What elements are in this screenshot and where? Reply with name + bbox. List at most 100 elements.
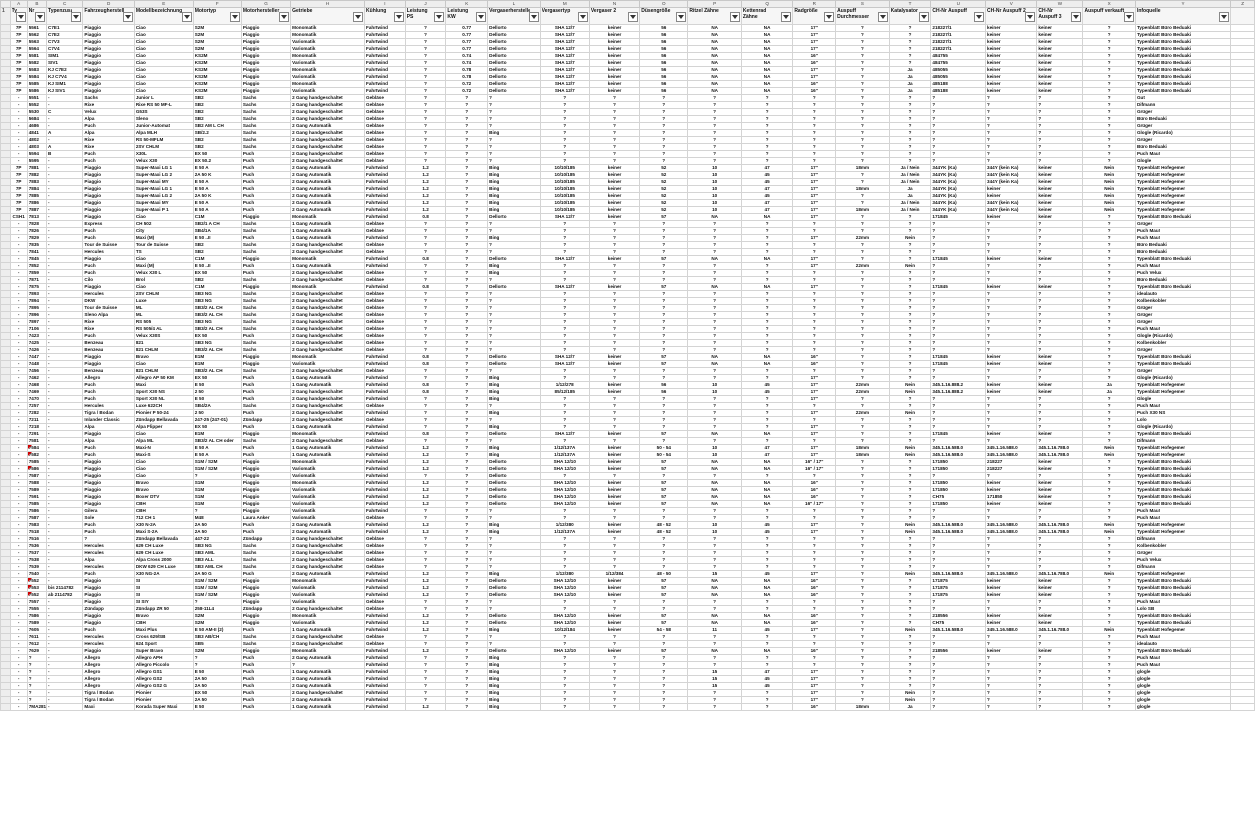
table-cell[interactable]: ? — [404, 297, 447, 305]
table-cell[interactable]: ? — [985, 703, 1038, 711]
table-cell[interactable]: keiner — [588, 465, 641, 473]
table-cell[interactable]: Typenblatt Büro Beduaki — [1134, 45, 1232, 53]
table-cell[interactable]: ? — [487, 150, 541, 158]
table-cell[interactable]: 2 Gang handgeschaltet — [290, 689, 366, 697]
table-cell[interactable]: - — [9, 500, 28, 508]
table-cell[interactable]: Ja — [1082, 388, 1136, 396]
table-cell[interactable]: Bing — [487, 178, 541, 186]
table-cell[interactable]: 17" — [792, 381, 837, 389]
column-letter-a[interactable]: A — [9, 0, 28, 8]
table-cell[interactable]: 1.2 — [404, 486, 447, 494]
table-cell[interactable]: Sachs — [240, 297, 292, 305]
table-cell[interactable]: ? — [588, 416, 641, 424]
table-cell[interactable]: ? — [792, 633, 837, 641]
table-cell[interactable] — [1230, 115, 1255, 123]
table-cell[interactable]: 7MA281 — [26, 703, 48, 711]
table-cell[interactable]: Gilera — [82, 507, 135, 515]
table-cell[interactable]: Bing — [487, 199, 541, 207]
table-cell[interactable]: ? — [740, 101, 794, 109]
table-cell[interactable]: Typenblatt Büro Beduaki — [1134, 360, 1232, 368]
table-cell[interactable]: ? — [445, 353, 489, 361]
table-cell[interactable]: ? — [792, 542, 837, 550]
table-cell[interactable]: SB3 ALL — [192, 556, 242, 564]
table-cell[interactable]: ? — [930, 556, 987, 564]
table-cell[interactable]: - — [9, 507, 28, 515]
table-cell[interactable]: ? — [792, 150, 837, 158]
table-cell[interactable]: - — [9, 682, 28, 690]
table-cell[interactable]: ? — [985, 640, 1038, 648]
table-cell[interactable]: ? — [588, 549, 641, 557]
table-cell[interactable]: Puch — [82, 626, 135, 634]
table-cell[interactable]: Sachs — [240, 633, 292, 641]
table-cell[interactable]: ? — [539, 94, 590, 102]
table-cell[interactable]: 10/10/185 — [539, 199, 590, 207]
table-cell[interactable]: 345.1.16.888.2 — [930, 381, 987, 389]
table-cell[interactable]: Allegro — [82, 661, 135, 669]
table-cell[interactable]: ? — [985, 227, 1038, 235]
table-cell[interactable]: 7555 — [26, 605, 48, 613]
table-cell[interactable]: - — [9, 675, 28, 683]
table-cell[interactable]: Dellorto — [487, 360, 541, 368]
table-cell[interactable]: NA — [740, 283, 794, 291]
table-cell[interactable]: ? — [588, 633, 641, 641]
table-cell[interactable]: SHA 12/10 — [539, 465, 590, 473]
table-cell[interactable]: ? — [740, 262, 794, 270]
table-cell[interactable]: - — [9, 549, 28, 557]
table-cell[interactable]: ? — [588, 514, 641, 522]
table-cell[interactable]: ? — [487, 416, 541, 424]
table-cell[interactable]: SHA 12/10 — [539, 584, 590, 592]
table-cell[interactable]: Monomatik — [290, 213, 366, 221]
table-cell[interactable]: ? — [404, 661, 447, 669]
table-cell[interactable]: keiner — [1036, 584, 1084, 592]
table-cell[interactable]: ? — [445, 339, 489, 347]
table-cell[interactable]: ? — [487, 122, 541, 130]
table-cell[interactable]: - — [46, 703, 84, 711]
table-cell[interactable]: keiner — [588, 52, 641, 60]
table-cell[interactable]: 171850 — [930, 458, 987, 466]
table-cell[interactable]: 17" — [792, 262, 837, 270]
table-cell[interactable]: SB4/1A — [192, 227, 242, 235]
table-cell[interactable]: - — [46, 290, 84, 298]
table-cell[interactable]: ? — [404, 59, 447, 67]
table-cell[interactable]: - — [46, 696, 84, 704]
table-cell[interactable]: 56 — [639, 24, 689, 32]
table-cell[interactable]: ? — [687, 136, 742, 144]
table-cell[interactable]: Dellorto — [487, 213, 541, 221]
table-cell[interactable]: Fahrtwind — [364, 493, 406, 501]
table-cell[interactable]: ? — [985, 325, 1038, 333]
table-cell[interactable]: 0.77 — [445, 45, 489, 53]
table-cell[interactable] — [1230, 143, 1255, 151]
table-cell[interactable]: ? — [1036, 220, 1084, 228]
table-cell[interactable]: 10 — [687, 171, 742, 179]
table-cell[interactable]: Sachs — [240, 542, 292, 550]
table-cell[interactable]: 7629 — [26, 647, 48, 655]
table-cell[interactable]: ? — [888, 437, 932, 445]
table-cell[interactable] — [1230, 472, 1255, 480]
table-cell[interactable]: SI — [133, 591, 194, 599]
table-cell[interactable]: Inlander Classic — [82, 416, 135, 424]
table-cell[interactable]: keiner — [985, 73, 1038, 81]
table-cell[interactable] — [1230, 374, 1255, 382]
table-cell[interactable]: SB2/1 A CH — [192, 220, 242, 228]
table-cell[interactable]: ? — [835, 213, 890, 221]
table-cell[interactable]: Piaggio — [82, 185, 135, 193]
table-cell[interactable]: Sleno — [133, 115, 194, 123]
table-cell[interactable]: SB2 — [192, 276, 242, 284]
table-cell[interactable]: Gebläse — [364, 318, 406, 326]
table-cell[interactable]: - — [9, 689, 28, 697]
table-cell[interactable]: Piaggio — [82, 87, 135, 95]
table-cell[interactable]: ? — [445, 444, 489, 452]
table-cell[interactable]: 18mm — [835, 451, 890, 459]
table-cell[interactable]: ? — [588, 227, 641, 235]
table-cell[interactable]: ? — [445, 304, 489, 312]
row-header[interactable] — [0, 381, 11, 389]
table-cell[interactable]: Bing — [487, 675, 541, 683]
table-cell[interactable]: - — [46, 619, 84, 627]
table-cell[interactable]: 0.77 — [445, 24, 489, 32]
table-cell[interactable]: SHA 12/10 — [539, 458, 590, 466]
table-cell[interactable]: Nein — [1082, 185, 1136, 193]
table-cell[interactable]: ? — [639, 402, 689, 410]
row-header[interactable] — [0, 703, 11, 711]
table-cell[interactable]: 485188 — [930, 80, 987, 88]
table-cell[interactable]: 16" — [792, 612, 837, 620]
